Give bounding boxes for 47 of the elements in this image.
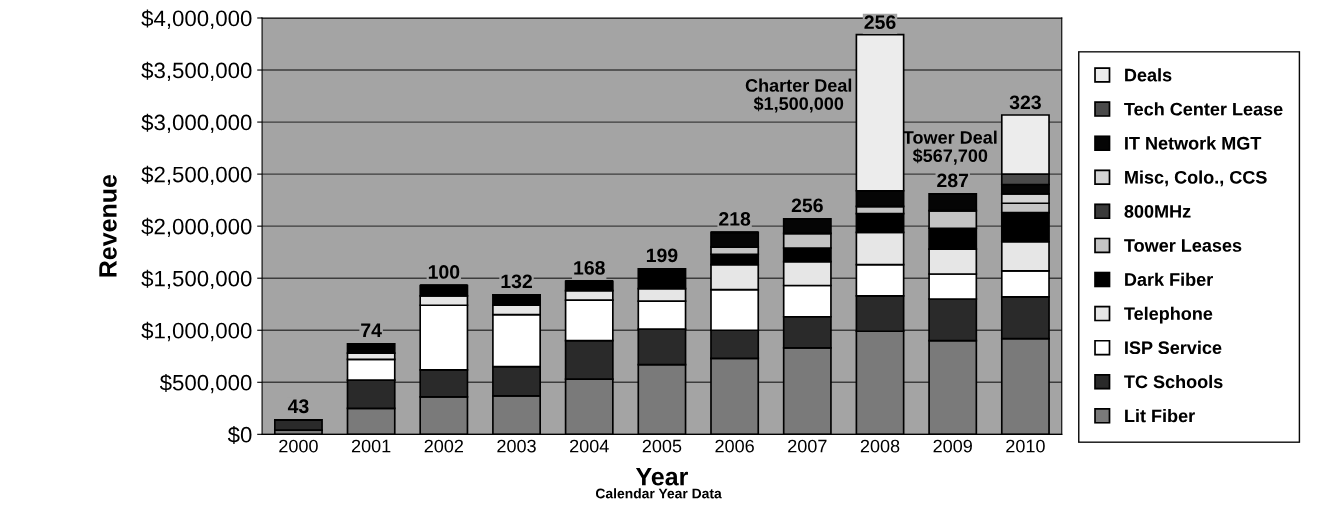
legend-label: ISP Service: [1125, 340, 1222, 355]
legend-label: Tech Center Lease: [1124, 102, 1283, 116]
y-tick-label: $1,000,000: [141, 321, 252, 342]
x-tick-label: 2006: [715, 439, 754, 453]
text: Calendar Year Data: [595, 488, 722, 499]
legend-label: IT Network MGT: [1125, 136, 1262, 150]
y-tick-label: $0: [227, 425, 252, 444]
x-tick-label: 2002: [424, 439, 463, 453]
annotation: 132: [501, 274, 532, 289]
x-tick-label: 2009: [933, 439, 972, 453]
y-tick-label: $4,000,000: [141, 9, 252, 29]
x-tick-label: 2008: [860, 439, 900, 453]
x-tick-label: 2007: [788, 439, 827, 453]
annotation: 218: [719, 212, 751, 226]
y-tick-label: $3,000,000: [141, 113, 252, 133]
y-tick-label: $500,000: [159, 373, 252, 394]
legend-label: TC Schools: [1124, 374, 1223, 389]
legend-label: Dark Fiber: [1125, 272, 1213, 286]
annotation: Charter Deal $1,500,000: [745, 78, 852, 113]
annotation: Tower Deal $567,700: [903, 130, 997, 165]
annotation: 199: [646, 248, 678, 263]
y-axis-title: Revenue: [99, 174, 117, 277]
annotation: 256: [864, 15, 896, 30]
legend-label: Tower Leases: [1124, 239, 1242, 252]
annotation: 256: [791, 198, 823, 213]
x-axis-title: Year: [635, 468, 688, 486]
annotation: 287: [937, 173, 969, 188]
annotation: 43: [287, 399, 309, 414]
y-tick-label: $3,500,000: [141, 61, 252, 81]
legend-label: 800MHz: [1124, 205, 1191, 218]
x-tick-label: 2010: [1006, 439, 1045, 453]
y-tick-label: $1,500,000: [141, 269, 252, 290]
y-tick-label: $2,500,000: [141, 165, 252, 186]
x-tick-label: 2000: [279, 439, 318, 453]
y-tick-label: $2,000,000: [141, 217, 252, 238]
legend-label: Misc, Colo., CCS: [1125, 170, 1267, 187]
annotation: 323: [1009, 95, 1041, 110]
x-tick-label: 2003: [497, 439, 536, 453]
annotation: 168: [574, 260, 605, 275]
legend-label: Telephone: [1124, 306, 1213, 324]
x-tick-label: 2005: [642, 439, 682, 453]
legend-label: Lit Fiber: [1125, 409, 1195, 423]
x-tick-label: 2001: [351, 439, 391, 453]
annotation: 100: [428, 265, 460, 279]
annotation: 74: [361, 323, 382, 337]
legend-label: Deals: [1125, 68, 1172, 82]
x-tick-label: 2004: [570, 439, 609, 453]
